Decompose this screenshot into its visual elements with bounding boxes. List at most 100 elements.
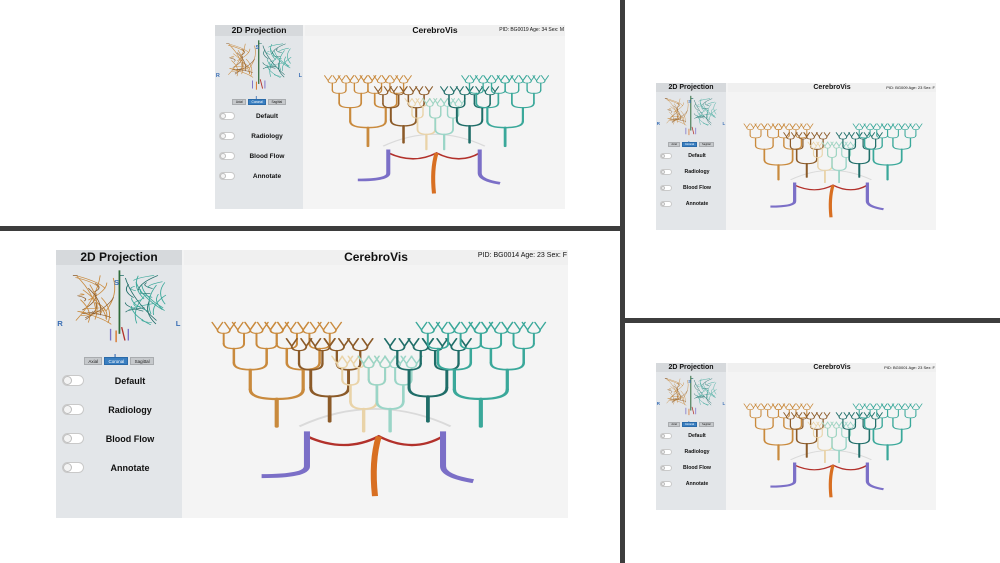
projection-view[interactable] bbox=[660, 374, 722, 417]
vessel-left-orange-fork bbox=[795, 414, 808, 419]
toggle-row-default[interactable]: Default bbox=[659, 153, 723, 159]
vessel-center-teal-tip bbox=[400, 355, 413, 365]
vessel-tree-view[interactable] bbox=[730, 94, 932, 228]
annotate-toggle[interactable] bbox=[219, 172, 236, 181]
toggle-label: Radiology bbox=[108, 404, 152, 415]
view-button-coronal[interactable]: Coronal bbox=[681, 422, 698, 428]
left-hemisphere-vessel bbox=[87, 282, 107, 301]
radiology-toggle[interactable] bbox=[62, 404, 85, 416]
vessel-center-teal-fork bbox=[847, 425, 854, 429]
patient-info: PID: BG0001 Age: 23 Sex: F bbox=[884, 365, 935, 370]
vessel-right-teal-tip bbox=[461, 75, 470, 81]
toggle-row-default[interactable]: Default bbox=[659, 433, 723, 439]
annotate-toggle[interactable] bbox=[659, 201, 672, 207]
projection-view[interactable] bbox=[660, 94, 722, 137]
vessel-right-teal-fork bbox=[489, 361, 526, 371]
view-button-axial[interactable]: Axial bbox=[232, 99, 247, 106]
toggle-row-blood-flow[interactable]: Blood Flow bbox=[659, 185, 723, 191]
blood-flow-toggle[interactable] bbox=[219, 152, 236, 161]
view-button-sagittal[interactable]: Sagittal bbox=[699, 142, 714, 148]
blood-flow-toggle[interactable] bbox=[659, 465, 672, 471]
vessel-right-teal-tip bbox=[501, 321, 514, 331]
toggle-knob bbox=[660, 186, 665, 190]
annotate-toggle[interactable] bbox=[62, 462, 85, 474]
right-hemisphere-vessel bbox=[134, 296, 144, 324]
vessel-right-teal-fork bbox=[504, 89, 520, 94]
toggle-row-radiology[interactable]: Radiology bbox=[659, 169, 723, 175]
vessel-tree-view[interactable] bbox=[186, 267, 564, 516]
view-button-coronal[interactable]: Coronal bbox=[681, 142, 698, 148]
vessel-tree-view[interactable] bbox=[730, 374, 932, 508]
radiology-toggle[interactable] bbox=[659, 169, 672, 175]
view-button-sagittal[interactable]: Sagittal bbox=[268, 99, 286, 106]
toggle-row-blood-flow[interactable]: Blood Flow bbox=[659, 465, 723, 471]
vessel-left-orange-tip bbox=[284, 321, 297, 331]
orient-inferior-label: I bbox=[688, 420, 689, 425]
vessel-right-darkteal-fork bbox=[455, 119, 484, 127]
vertical-divider bbox=[620, 0, 625, 563]
vessel-left-brown-tip bbox=[795, 412, 803, 417]
view-button-axial[interactable]: Axial bbox=[668, 142, 680, 148]
toggle-row-annotate[interactable]: Annotate bbox=[659, 481, 723, 487]
orient-right-label: R bbox=[656, 401, 660, 407]
vessel-left-orange-fork bbox=[803, 127, 811, 130]
vessel-center-cream-fork bbox=[812, 154, 823, 158]
right-hemisphere-vessel bbox=[130, 297, 149, 312]
projection-view[interactable] bbox=[64, 267, 175, 346]
toggle-row-blood-flow[interactable]: Blood Flow bbox=[62, 433, 175, 445]
toggle-row-radiology[interactable]: Radiology bbox=[62, 404, 175, 416]
vessel-tree-view[interactable] bbox=[307, 38, 561, 207]
default-toggle[interactable] bbox=[659, 433, 672, 439]
view-button-sagittal[interactable]: Sagittal bbox=[699, 422, 714, 428]
vessel-center-cream-tip bbox=[411, 98, 420, 104]
toggle-row-radiology[interactable]: Radiology bbox=[219, 132, 298, 141]
vessel-right-teal-tip bbox=[880, 403, 888, 409]
view-button-axial[interactable]: Axial bbox=[84, 357, 103, 366]
projection-view[interactable] bbox=[220, 38, 297, 93]
vessel-left-orange-fork bbox=[774, 127, 783, 130]
vessel-left-orange-tip bbox=[330, 321, 343, 331]
vessel-center-cream-tip bbox=[341, 355, 354, 365]
left-hemisphere-vessel bbox=[105, 277, 115, 312]
vessel-right-teal-tip bbox=[891, 403, 899, 409]
default-toggle[interactable] bbox=[659, 153, 672, 159]
vessel-right-darkteal-tip bbox=[835, 132, 843, 137]
vessel-left-orange-fork bbox=[763, 407, 772, 410]
default-toggle[interactable] bbox=[219, 112, 236, 121]
vessel-right-teal-tip bbox=[898, 123, 905, 129]
vessel-left-orange-tip bbox=[276, 321, 289, 331]
toggle-row-radiology[interactable]: Radiology bbox=[659, 449, 723, 455]
blood-flow-toggle[interactable] bbox=[62, 433, 85, 445]
annotate-toggle[interactable] bbox=[659, 481, 672, 487]
toggle-row-annotate[interactable]: Annotate bbox=[219, 172, 298, 181]
radiology-toggle[interactable] bbox=[659, 449, 672, 455]
toggle-row-default[interactable]: Default bbox=[219, 112, 298, 121]
vessel-left-orange-tip bbox=[806, 403, 814, 409]
vessel-left-brown-fork bbox=[290, 345, 308, 352]
vessel-center-teal-tip bbox=[367, 355, 380, 365]
left-hemisphere-vessel bbox=[673, 118, 687, 122]
vessel-tree bbox=[743, 403, 923, 498]
vessel-right-teal-tip bbox=[880, 123, 888, 129]
view-button-sagittal[interactable]: Sagittal bbox=[130, 357, 154, 366]
vessel-left-brown-tip bbox=[361, 338, 374, 347]
blood-flow-toggle[interactable] bbox=[659, 185, 672, 191]
view-button-coronal[interactable]: Coronal bbox=[248, 99, 267, 106]
toggle-knob bbox=[660, 450, 665, 454]
view-button-coronal[interactable]: Coronal bbox=[104, 357, 129, 366]
vessel-right-teal-fork bbox=[901, 407, 909, 410]
toggle-row-annotate[interactable]: Annotate bbox=[659, 201, 723, 207]
vessel-center-cream-tip bbox=[415, 98, 424, 104]
vessel-left-brown-tip bbox=[783, 132, 790, 137]
vessel-left-orange-tip bbox=[354, 75, 363, 81]
left-hemisphere-vessel bbox=[249, 45, 257, 69]
vessel-right-trunk bbox=[477, 149, 501, 185]
toggle-row-default[interactable]: Default bbox=[62, 375, 175, 387]
view-button-axial[interactable]: Axial bbox=[668, 422, 680, 428]
left-hemisphere-vessel bbox=[76, 310, 112, 325]
radiology-toggle[interactable] bbox=[219, 132, 236, 141]
toggle-row-annotate[interactable]: Annotate bbox=[62, 462, 175, 474]
default-toggle[interactable] bbox=[62, 375, 85, 387]
toggle-row-blood-flow[interactable]: Blood Flow bbox=[219, 152, 298, 161]
left-hemisphere-vessel bbox=[87, 312, 111, 319]
